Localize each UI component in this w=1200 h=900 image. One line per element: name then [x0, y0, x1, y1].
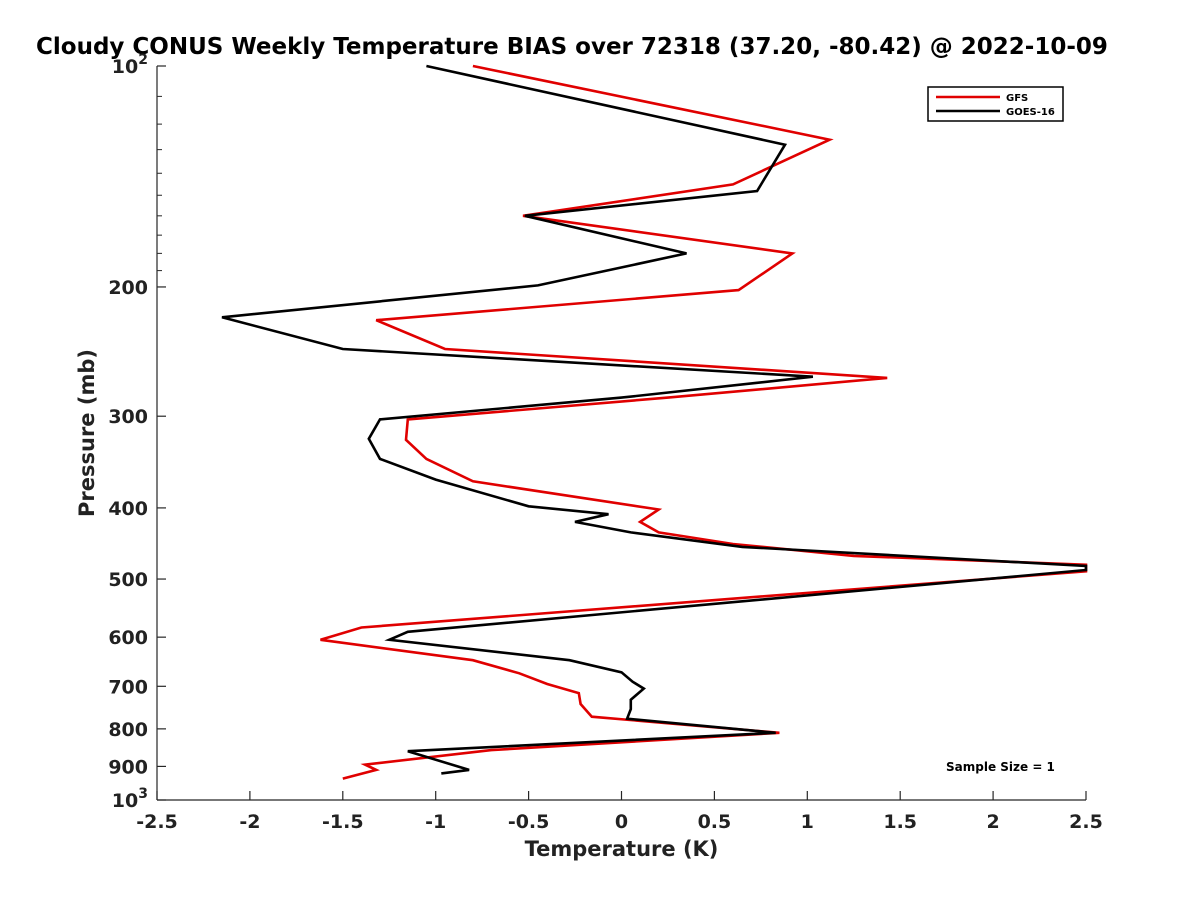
y-tick-base: 800 [108, 719, 148, 741]
y-tick-label: 103 [112, 786, 148, 812]
y-tick-base: 500 [108, 569, 148, 591]
x-tick-label: -0.5 [508, 811, 550, 833]
legend-box [927, 86, 1064, 122]
chart-title: Cloudy CONUS Weekly Temperature BIAS ove… [36, 34, 1108, 60]
y-tick-base: 900 [108, 756, 148, 778]
y-tick-label: 300 [108, 406, 148, 428]
y-tick-base: 10 [112, 56, 138, 78]
y-tick-label: 700 [108, 676, 148, 698]
y-tick-base: 10 [112, 790, 138, 812]
y-tick-label: 900 [108, 756, 148, 778]
y-tick-exponent: 3 [138, 786, 148, 802]
sample-size-note: Sample Size = 1 [946, 760, 1055, 774]
x-tick-label: -1 [425, 811, 446, 833]
y-tick-label: 400 [108, 498, 148, 520]
legend-label: GOES-16 [1006, 107, 1055, 118]
series-line-gfs [320, 64, 1088, 780]
x-tick-label: -1.5 [322, 811, 364, 833]
x-tick-label: 2.5 [1069, 811, 1103, 833]
legend: GFS GOES-16 [927, 86, 1064, 122]
x-tick-label: -2.5 [136, 811, 178, 833]
y-tick-label: 200 [108, 277, 148, 299]
x-tick-label: 1.5 [883, 811, 917, 833]
y-tick-exponent: 2 [138, 52, 148, 68]
y-tick-label: 800 [108, 719, 148, 741]
y-tick-label: 500 [108, 569, 148, 591]
y-tick-label: 600 [108, 627, 148, 649]
series-line-goes-16 [221, 64, 1088, 775]
y-tick-base: 700 [108, 676, 148, 698]
x-tick-label: 0 [615, 811, 628, 833]
y-tick-label: 102 [112, 52, 148, 78]
axes: -2.5 -2 -1.5 -1 -0.5 0 0.5 1 1.5 2 2.5102200300400… [108, 52, 1103, 833]
series-group [221, 64, 1088, 780]
y-tick-base: 600 [108, 627, 148, 649]
x-axis-label: Temperature (K) [525, 837, 719, 861]
y-axis-label: Pressure (mb) [75, 349, 99, 517]
legend-label: GFS [1006, 93, 1028, 104]
x-tick-label: 1 [801, 811, 814, 833]
x-tick-label: 2 [986, 811, 999, 833]
y-tick-base: 200 [108, 277, 148, 299]
x-tick-label: -2 [239, 811, 260, 833]
y-tick-base: 300 [108, 406, 148, 428]
y-tick-base: 400 [108, 498, 148, 520]
x-tick-label: 0.5 [698, 811, 732, 833]
